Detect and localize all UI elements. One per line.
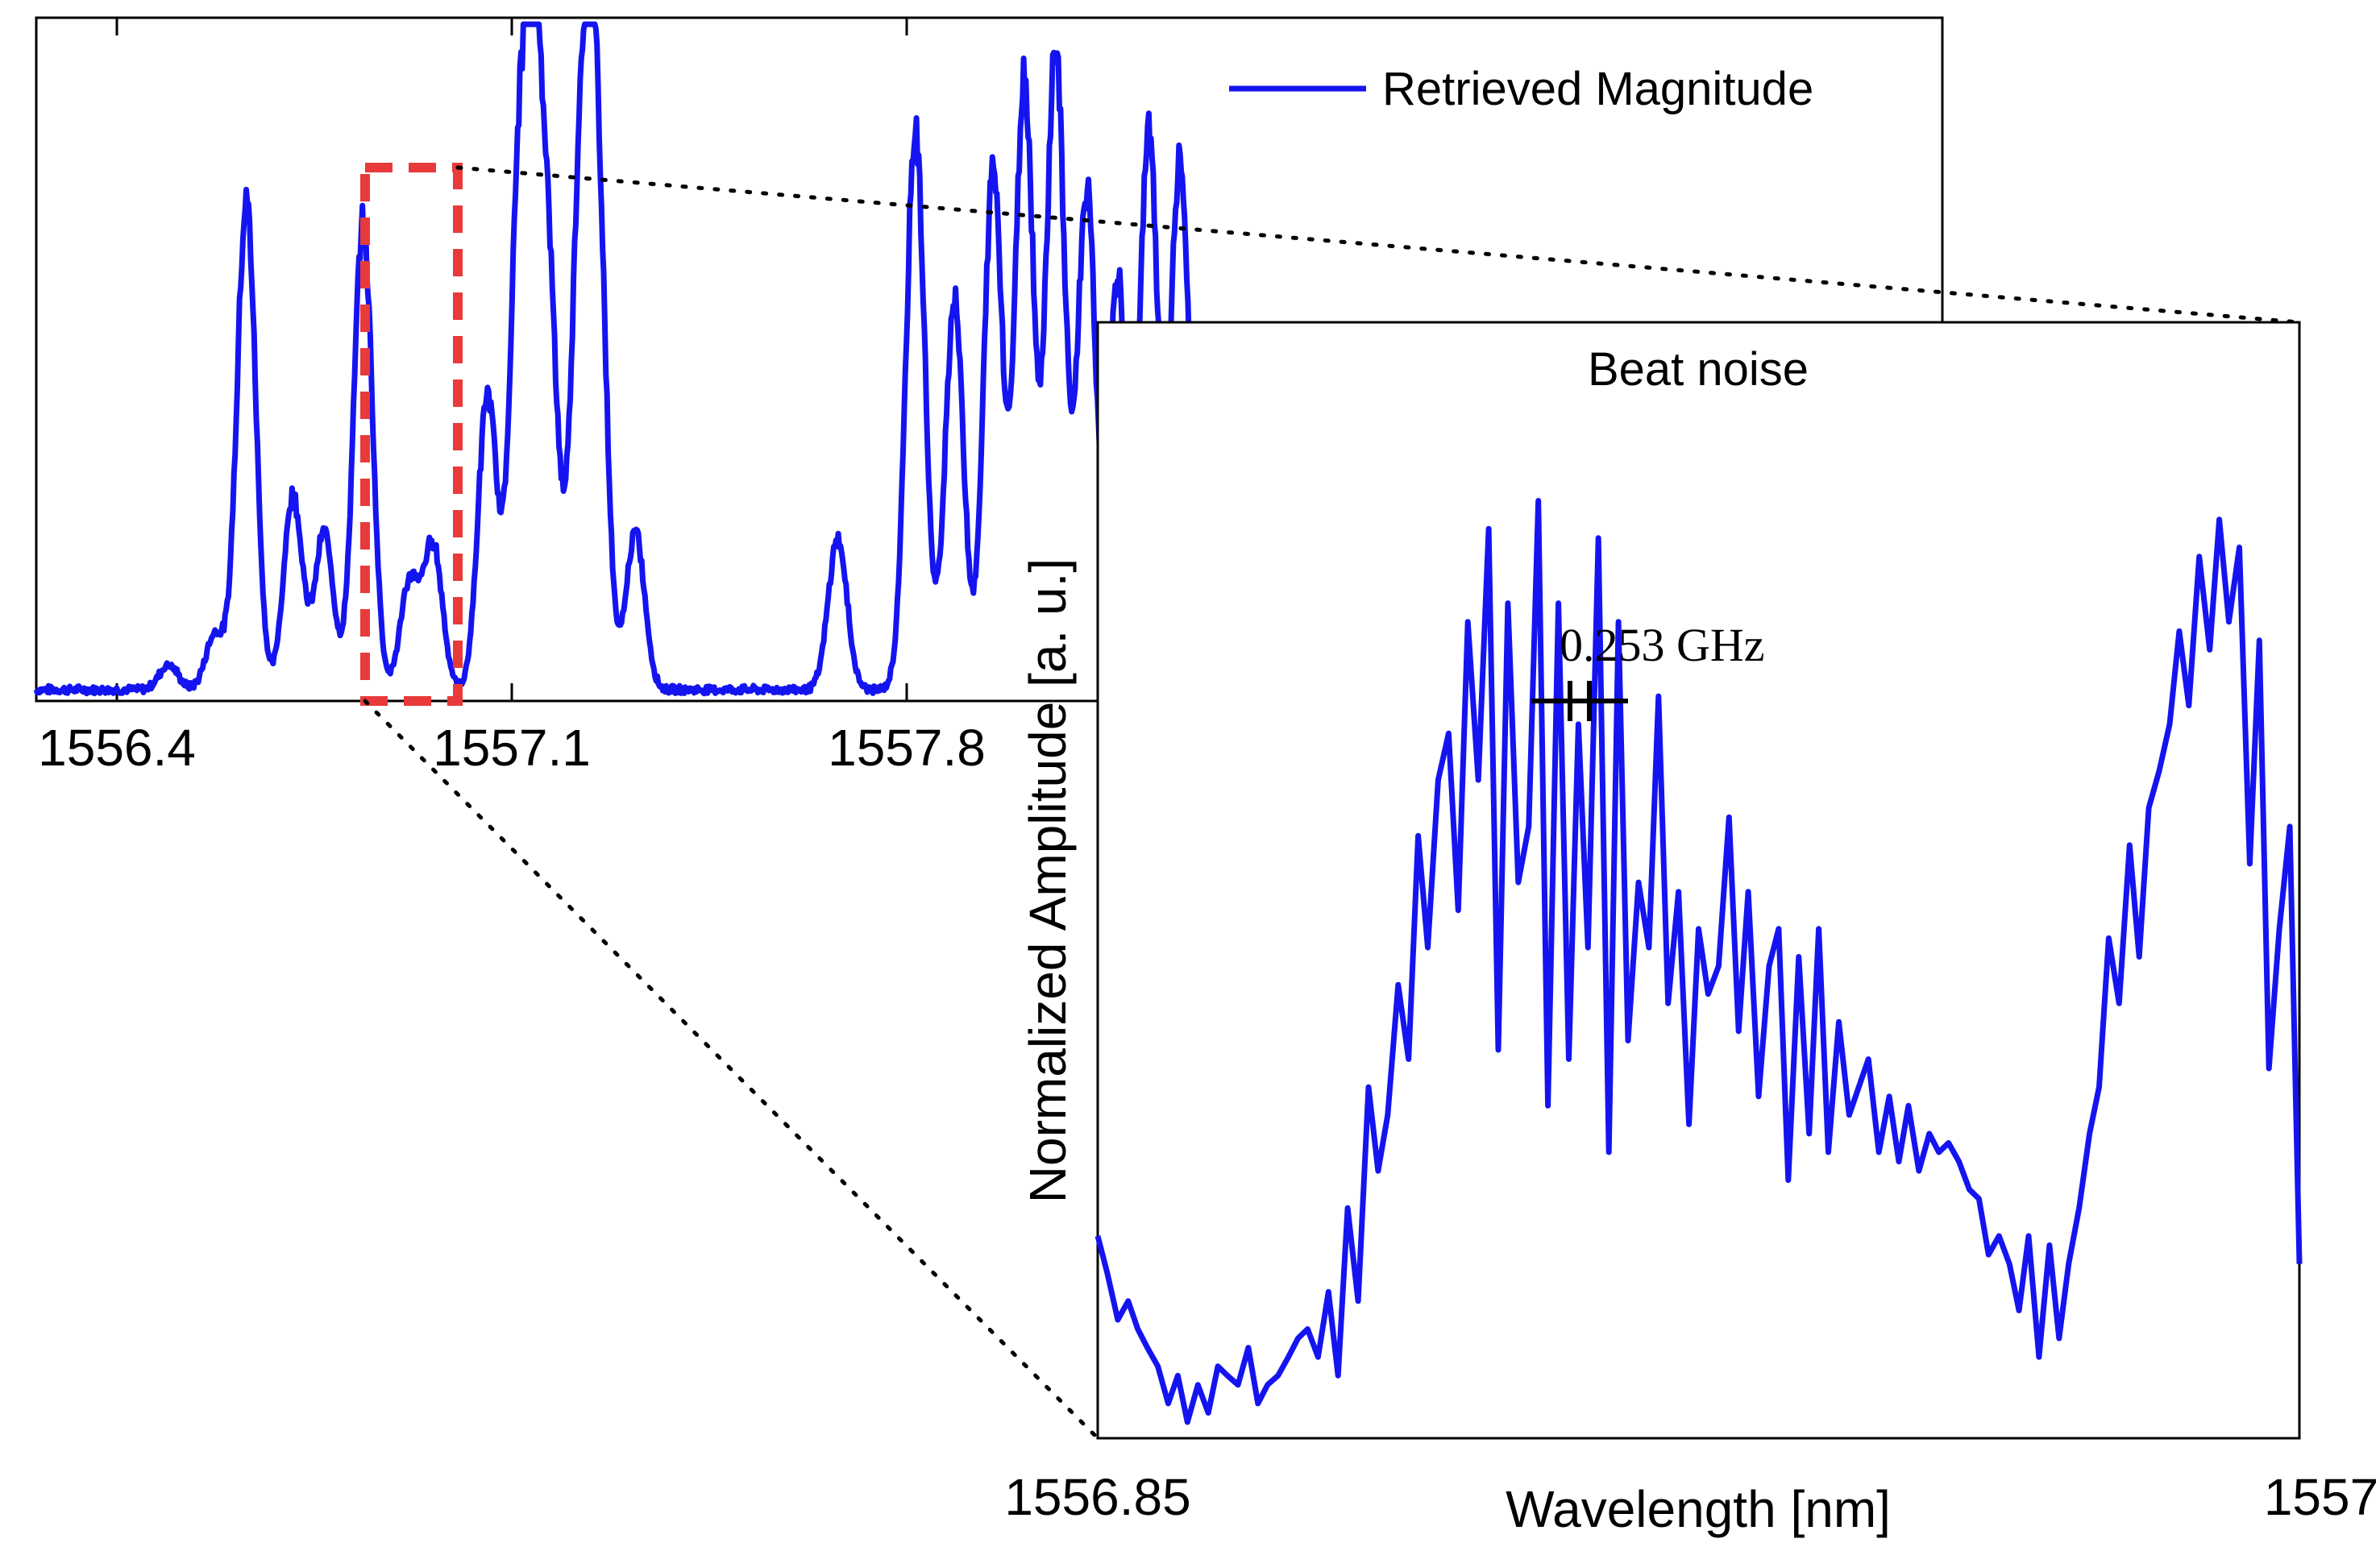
inset-title: Beat noise — [1588, 343, 1809, 396]
main-x-tick-label: 1557.1 — [433, 719, 591, 777]
inset-x-tick-label: 1556.85 — [1004, 1468, 1190, 1526]
zoom-connector-top — [455, 165, 2302, 325]
inset-plot-frame — [1096, 321, 2301, 1440]
inset-y-axis-title: Normalized Amplitude [a. u.] — [1019, 558, 1077, 1203]
inset-x-axis-title: Wavelength [nm] — [1506, 1480, 1891, 1538]
legend-label: Retrieved Magnitude — [1382, 63, 1813, 115]
main-x-tick-label: 1557.8 — [828, 719, 986, 777]
legend: Retrieved Magnitude — [1229, 63, 1813, 115]
main-x-tick-labels: 1556.4 1557.1 1557.8 — [38, 719, 986, 777]
beat-spacing-annotation: 0.253 GHz — [1560, 619, 1765, 671]
beat-spacing-marker — [1531, 681, 1628, 721]
inset-series-line — [1094, 498, 2303, 1425]
zoom-region-box — [360, 163, 463, 706]
main-x-tick-label: 1556.4 — [38, 719, 196, 777]
inset-x-tick-label: 1557 — [2264, 1468, 2378, 1526]
zoom-connector-bottom — [363, 699, 1100, 1441]
